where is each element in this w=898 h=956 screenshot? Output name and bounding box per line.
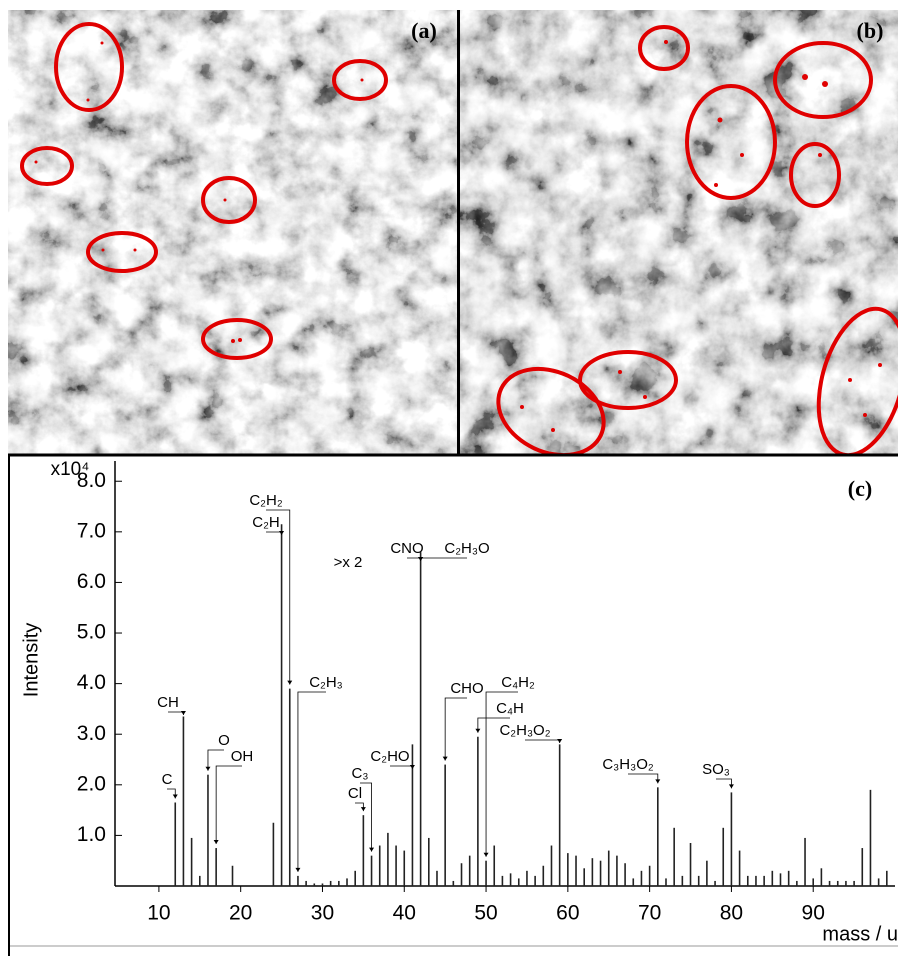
peak-label: C₃H₃O₂ bbox=[602, 756, 654, 773]
label-pointer bbox=[628, 774, 658, 783]
label-pointer bbox=[716, 779, 731, 788]
x-tick-label: 60 bbox=[556, 902, 579, 925]
label-pointer bbox=[407, 558, 421, 561]
y-tick-label: 1.0 bbox=[77, 823, 106, 846]
image-b bbox=[460, 10, 898, 454]
panel-b: (b) bbox=[460, 10, 898, 471]
peak-label: C₂H bbox=[252, 514, 280, 531]
x-tick-label: 20 bbox=[229, 902, 252, 925]
arrowhead bbox=[729, 784, 734, 788]
peak-label: CNO bbox=[390, 540, 423, 557]
label-pointer bbox=[390, 766, 412, 769]
label-pointer bbox=[266, 510, 290, 685]
x-tick-label: 80 bbox=[720, 902, 743, 925]
panel-label: (c) bbox=[848, 476, 872, 501]
arrowhead bbox=[475, 729, 480, 733]
arrowhead bbox=[369, 848, 374, 852]
y-axis-title: Intensity bbox=[20, 623, 42, 697]
y-tick-label: 2.0 bbox=[77, 772, 106, 795]
peak-label: C bbox=[162, 771, 173, 788]
arrowhead bbox=[557, 739, 562, 743]
label-pointer bbox=[421, 558, 467, 561]
label-pointer bbox=[298, 692, 326, 872]
peak-label: >x 2 bbox=[334, 554, 363, 571]
peak-label: C₂HO bbox=[370, 748, 409, 765]
peak-label: C₂H₃O₂ bbox=[499, 722, 550, 739]
arrowhead bbox=[418, 557, 423, 561]
arrowhead bbox=[205, 767, 210, 771]
peak-label: C₄H bbox=[496, 700, 524, 717]
label-pointer bbox=[167, 789, 175, 799]
label-pointer bbox=[525, 740, 560, 743]
peak-label: SO₃ bbox=[702, 761, 730, 778]
panel-a: (a) bbox=[8, 10, 457, 454]
y-tick-label: 6.0 bbox=[77, 570, 106, 593]
x-tick-label: 90 bbox=[802, 902, 825, 925]
arrowhead bbox=[181, 711, 186, 715]
x-tick-label: 70 bbox=[638, 902, 661, 925]
peak-label: C₂H₃ bbox=[309, 674, 343, 691]
label-pointer bbox=[355, 803, 363, 811]
peak-label: Cl bbox=[348, 785, 362, 802]
y-tick-label: 3.0 bbox=[77, 722, 106, 745]
label-pointer bbox=[168, 712, 183, 715]
arrowhead bbox=[655, 779, 660, 783]
page: (a) (b) (c) x10⁴ Intensity mass / u 1.02… bbox=[0, 0, 898, 956]
peak-label: O bbox=[218, 732, 230, 749]
peak-label: C₃ bbox=[352, 765, 369, 782]
label-pointer bbox=[216, 766, 242, 844]
arrowhead bbox=[214, 840, 219, 844]
image-a bbox=[8, 10, 457, 454]
x-tick-label: 10 bbox=[147, 902, 170, 925]
panel-label: (a) bbox=[411, 18, 437, 43]
arrowhead bbox=[295, 868, 300, 872]
peak-label: OH bbox=[231, 748, 254, 765]
arrowhead bbox=[361, 807, 366, 811]
x-axis-title: mass / u bbox=[822, 923, 898, 945]
peak-label: C₂H₂ bbox=[249, 492, 282, 509]
label-pointer bbox=[445, 698, 467, 761]
peak-label: CHO bbox=[450, 680, 483, 697]
y-tick-label: 5.0 bbox=[77, 621, 106, 644]
peak-label: C₂H₃O bbox=[444, 540, 489, 557]
x-tick-label: 30 bbox=[311, 902, 334, 925]
x-tick-label: 40 bbox=[393, 902, 416, 925]
arrowhead bbox=[287, 681, 292, 685]
panel-label: (b) bbox=[857, 18, 884, 43]
y-tick-label: 7.0 bbox=[77, 519, 106, 542]
y-tick-label: 4.0 bbox=[77, 671, 106, 694]
arrowhead bbox=[443, 757, 448, 761]
x-tick-label: 50 bbox=[474, 902, 497, 925]
y-tick-label: 8.0 bbox=[77, 469, 106, 492]
arrowhead bbox=[173, 795, 178, 799]
arrowhead bbox=[484, 853, 489, 857]
peak-label: CH bbox=[157, 694, 179, 711]
figure: (a) (b) (c) x10⁴ Intensity mass / u 1.02… bbox=[0, 0, 898, 956]
label-pointer bbox=[266, 532, 282, 535]
arrowhead bbox=[410, 765, 415, 769]
arrowhead bbox=[279, 531, 284, 535]
peak-label: C₄H₂ bbox=[501, 674, 535, 691]
